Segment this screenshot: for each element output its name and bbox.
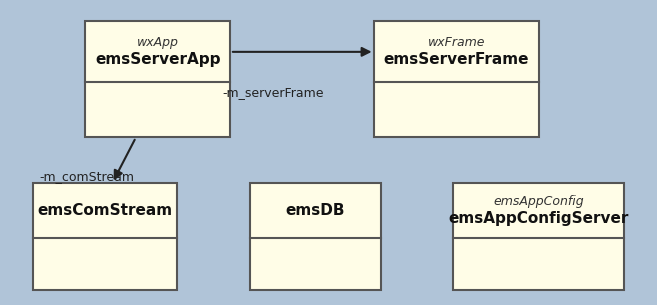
Text: -m_serverFrame: -m_serverFrame [222, 87, 323, 99]
FancyBboxPatch shape [250, 183, 381, 290]
Text: emsComStream: emsComStream [37, 203, 173, 218]
Text: emsServerApp: emsServerApp [95, 52, 221, 67]
Text: emsAppConfigServer: emsAppConfigServer [449, 210, 629, 226]
Text: -m_comStream: -m_comStream [39, 170, 135, 183]
Text: emsServerFrame: emsServerFrame [384, 52, 530, 67]
FancyBboxPatch shape [374, 21, 539, 137]
Text: emsAppConfig: emsAppConfig [493, 195, 584, 208]
FancyBboxPatch shape [33, 183, 177, 290]
FancyBboxPatch shape [85, 21, 230, 137]
FancyBboxPatch shape [453, 183, 624, 290]
Text: wxFrame: wxFrame [428, 36, 486, 49]
Text: emsDB: emsDB [286, 203, 345, 218]
Text: wxApp: wxApp [137, 36, 179, 49]
